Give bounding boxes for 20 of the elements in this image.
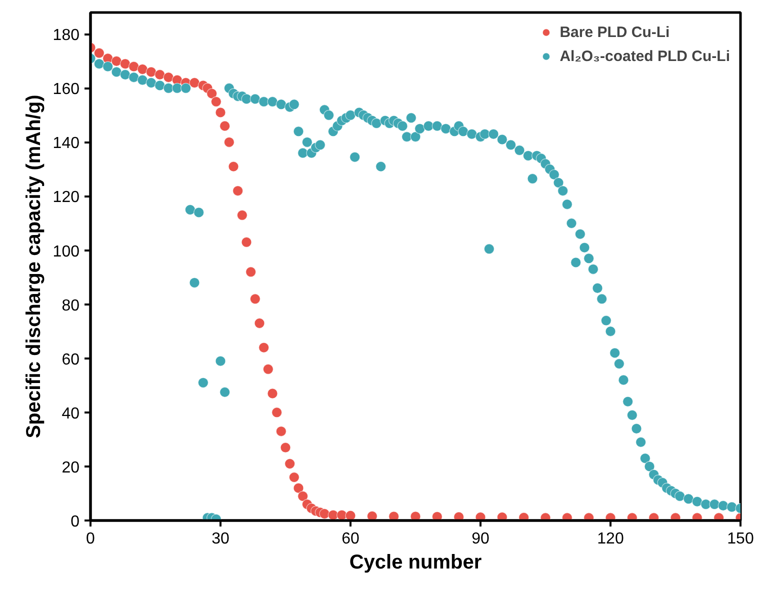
y-tick-label: 160 (52, 81, 80, 98)
x-tick-label: 150 (727, 530, 754, 548)
y-tick-label: 120 (52, 189, 80, 206)
x-tick-label: 0 (86, 530, 96, 548)
legend-label: Bare PLD Cu-Li (560, 24, 670, 40)
x-tick-label: 120 (597, 530, 624, 548)
legend-label: Al₂O₃-coated PLD Cu-Li (560, 48, 730, 64)
x-axis-title: Cycle number (349, 552, 482, 574)
y-tick-label: 20 (62, 459, 80, 476)
y-tick-label: 140 (52, 135, 80, 152)
y-tick-label: 80 (62, 297, 80, 314)
y-tick-label: 180 (52, 27, 80, 44)
y-tick-label: 100 (52, 243, 80, 260)
y-axis-title: Specific discharge capacity (mAh/g) (22, 94, 45, 438)
y-tick-label: 60 (62, 351, 80, 368)
x-tick-label: 60 (342, 530, 360, 548)
x-tick-label: 30 (212, 530, 230, 548)
y-tick-label: 40 (62, 405, 80, 422)
x-tick-label: 90 (472, 530, 490, 548)
y-tick-label: 0 (70, 514, 80, 530)
